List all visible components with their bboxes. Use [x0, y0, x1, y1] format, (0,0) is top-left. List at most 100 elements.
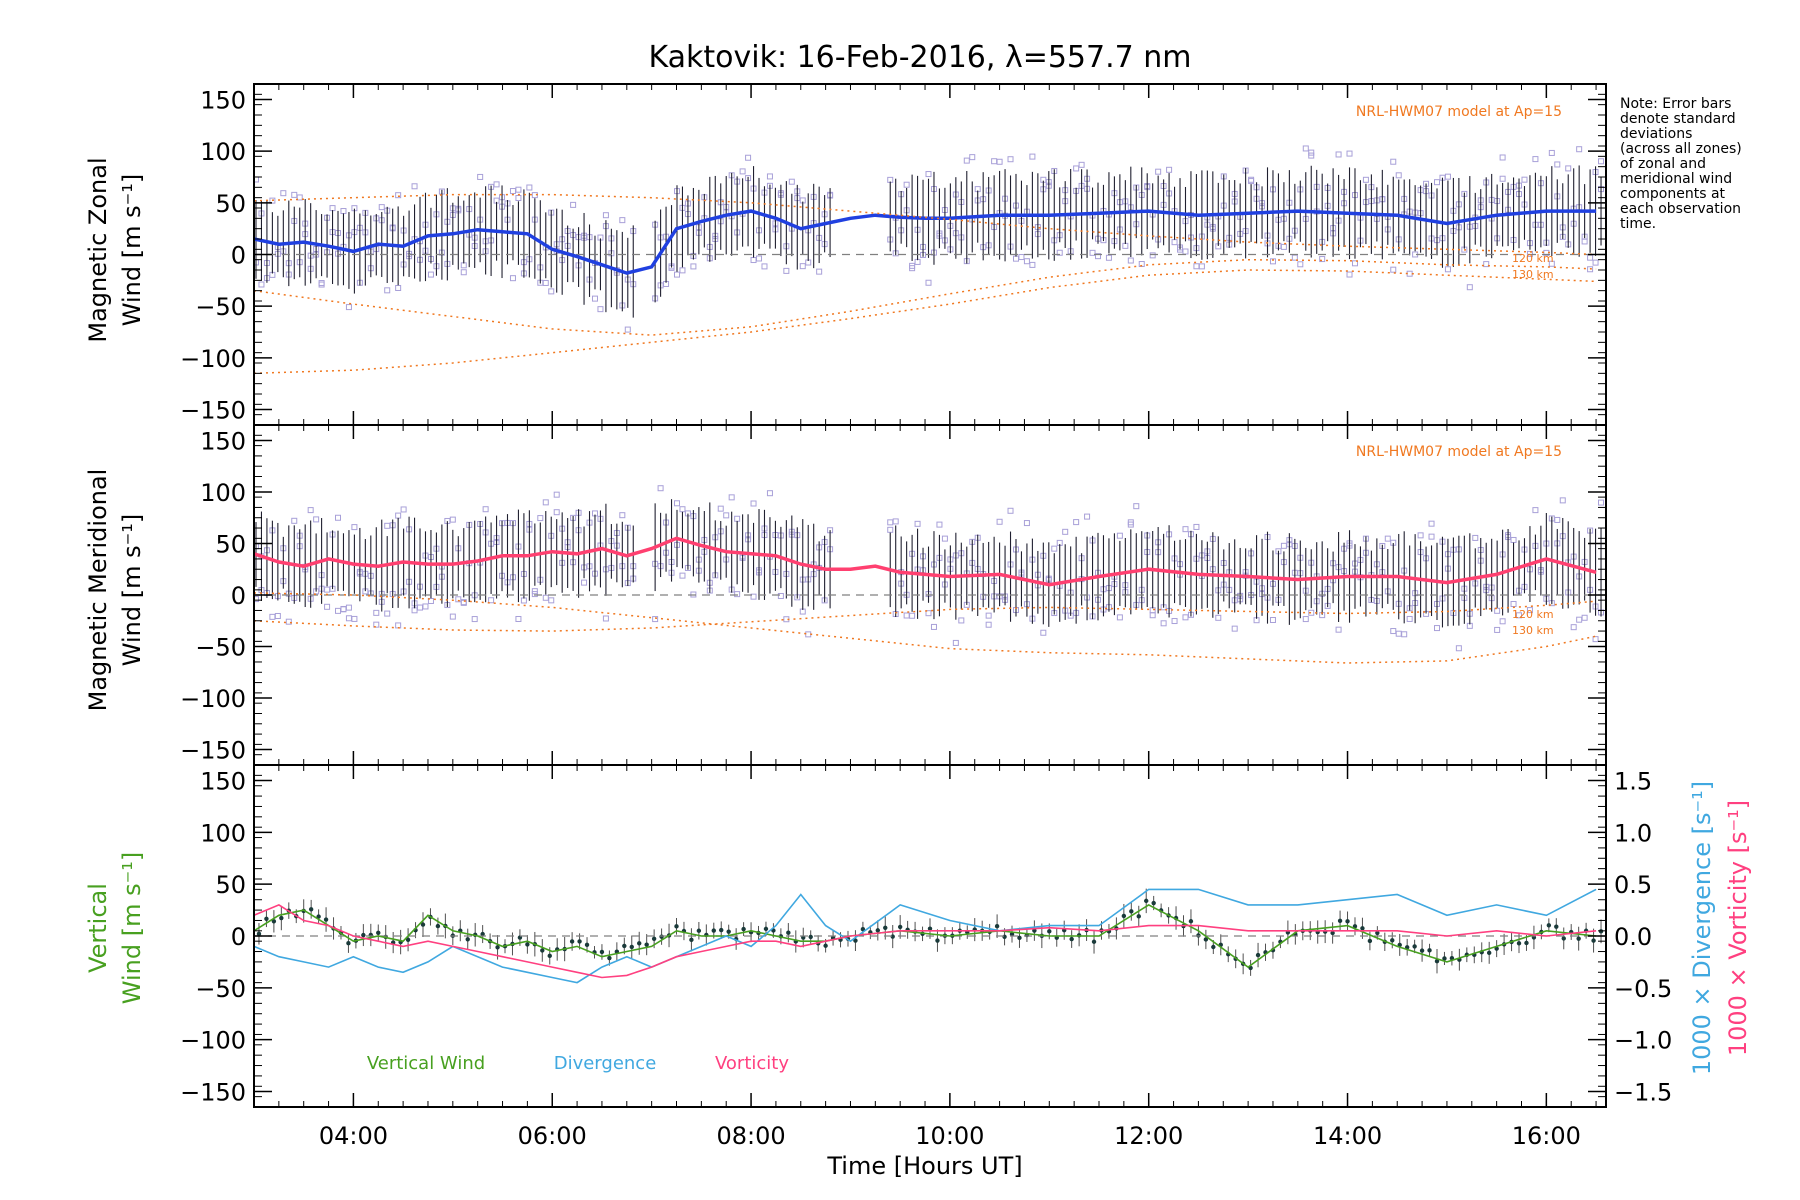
vertical-wind-point [935, 938, 940, 943]
vertical-wind-point [420, 922, 426, 927]
vertical-wind-point [1188, 919, 1194, 924]
scatter-point [1521, 176, 1528, 183]
right-tick-label: 1.0 [1614, 819, 1652, 847]
scatter-point [520, 597, 527, 604]
scatter-point [1455, 645, 1462, 652]
scatter-point [1171, 239, 1178, 246]
x-tick-label: 10:00 [915, 1122, 984, 1150]
scatter-point [340, 208, 347, 215]
scatter-point [351, 615, 358, 622]
scatter-point [324, 586, 331, 593]
scatter-point [1406, 270, 1413, 277]
scatter-point [1554, 161, 1561, 168]
scatter-point [1559, 497, 1566, 504]
vertical-wind-point [569, 939, 575, 944]
scatter-point [1390, 628, 1397, 635]
vertical-wind-point [1337, 918, 1343, 924]
vertical-wind-point [1412, 944, 1417, 949]
scatter-point [766, 490, 773, 497]
error-bars [255, 165, 1602, 318]
scatter-point [1548, 149, 1555, 156]
scatter-point [1319, 256, 1326, 263]
merid-ylabel-2: Wind [m s⁻¹] [118, 514, 146, 666]
scatter-point [400, 506, 407, 513]
scatter-point [777, 592, 784, 599]
scatter-point [739, 168, 746, 175]
scatter-point [816, 268, 823, 275]
series-line-p0-s0 [253, 209, 1597, 275]
note-line-6: components at [1620, 186, 1726, 202]
scatter-point [1149, 252, 1156, 259]
scatter-point [652, 616, 659, 623]
vertical-wind-point [786, 930, 791, 935]
scatter-point [318, 280, 325, 287]
scatter-point [1182, 248, 1189, 255]
vertical-wind-point [264, 916, 269, 922]
series-line-vorticity [253, 904, 1597, 979]
note-line-2: deviations [1620, 126, 1692, 142]
scatter-point [291, 517, 298, 524]
vertical-wind-point [323, 917, 329, 922]
scatter-point [1390, 158, 1397, 165]
scatter-point [318, 281, 325, 288]
scatter-point [1029, 153, 1036, 160]
vertical-wind-point [1360, 926, 1365, 931]
scatter-point [493, 181, 500, 188]
y-tick-label: −150 [180, 737, 246, 765]
scatter-point [1116, 614, 1123, 621]
scatter-point [1598, 158, 1605, 165]
scatter-point [756, 255, 763, 262]
scatter-point [1576, 616, 1583, 623]
scatter-point [460, 262, 467, 269]
vertical-wind-point [875, 928, 881, 933]
scatter-point [1073, 519, 1080, 526]
scatter-point [619, 217, 626, 224]
scatter-point [384, 287, 391, 294]
scatter-point [887, 526, 894, 533]
scatter-point [1532, 507, 1539, 514]
y-tick-label: −50 [195, 634, 246, 662]
scatter-point [602, 212, 609, 219]
scatter-point [291, 191, 298, 198]
scatter-point [1406, 615, 1413, 622]
scatter-point [1215, 614, 1222, 621]
scatter-point [1335, 626, 1342, 633]
scatter-point [1351, 260, 1358, 267]
scatter-point [728, 494, 735, 501]
scatter-point [1056, 249, 1063, 256]
scatter-point [750, 500, 757, 507]
note-line-4: of zonal and [1620, 156, 1706, 172]
vertical-wind-point [853, 938, 858, 943]
scatter-point [679, 506, 686, 513]
vertical-wind-point [622, 943, 627, 949]
scatter-point [1384, 535, 1391, 542]
scatter-point [1598, 499, 1605, 506]
scatter-point [542, 594, 549, 601]
vertical-wind-point [1576, 936, 1581, 941]
scatter-point [788, 178, 795, 185]
scatter-point [750, 257, 757, 264]
scatter-point [1587, 266, 1594, 273]
scatter-point [553, 509, 560, 516]
vertical-wind-point [719, 927, 724, 933]
scatter-point [269, 197, 276, 204]
x-tick-label: 12:00 [1114, 1122, 1183, 1150]
y-tick-label: −150 [180, 397, 246, 425]
y-tick-label: −100 [180, 685, 246, 713]
note-line-7: each observation [1620, 201, 1741, 217]
y-tick-label: 100 [200, 138, 246, 166]
scatter-point [422, 603, 429, 610]
right-tick-label: −1.5 [1614, 1078, 1672, 1106]
scatter-point [488, 597, 495, 604]
scatter-point [909, 612, 916, 619]
scatter-point [1587, 254, 1594, 261]
scatter-point [553, 491, 560, 498]
scatter-point [515, 195, 522, 202]
vertical-wind-point [763, 926, 769, 932]
scatter-point [1510, 536, 1517, 543]
vertical-wind-point [1091, 939, 1097, 944]
note-line-5: meridional wind [1620, 171, 1732, 187]
scatter-point [1554, 516, 1561, 523]
vertical-wind-point [1486, 950, 1492, 956]
scatter-point [1390, 266, 1397, 273]
